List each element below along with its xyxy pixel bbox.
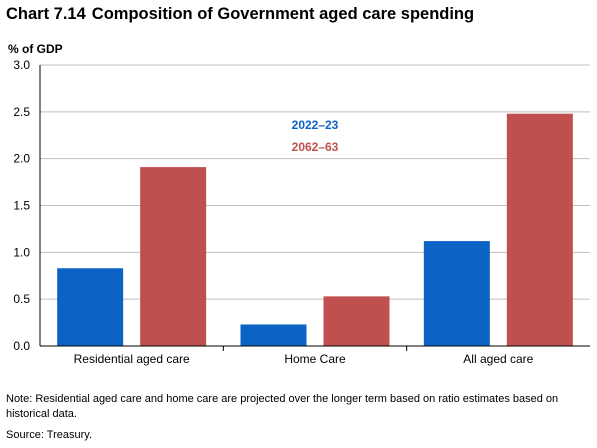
y-tick-label: 1.0 xyxy=(13,245,30,259)
x-tick-labels: Residential aged care Home Care All aged c… xyxy=(74,352,534,366)
legend-item: 2022–23 xyxy=(291,118,339,132)
y-tick-label: 2.0 xyxy=(13,152,30,166)
y-tick-labels: 0.0 0.5 1.0 1.5 2.0 2.5 3.0 xyxy=(13,58,30,353)
y-tick-label: 1.5 xyxy=(13,199,30,213)
y-tick-label: 0.0 xyxy=(13,339,30,353)
y-tick-label: 2.5 xyxy=(13,105,30,119)
bar xyxy=(423,241,490,346)
gridlines xyxy=(40,64,590,300)
x-tick-label: Residential aged care xyxy=(74,352,190,366)
legend-item: 2062–63 xyxy=(291,140,339,154)
y-axis-label: % of GDP xyxy=(8,42,63,56)
chart-title: Chart 7.14 Composition of Government aged… xyxy=(6,5,474,24)
chart-source: Source: Treasury. xyxy=(6,429,92,441)
bars xyxy=(57,113,573,346)
bar xyxy=(57,268,124,346)
x-tick-label: All aged care xyxy=(463,352,533,366)
bar xyxy=(323,296,390,346)
bar xyxy=(506,113,573,346)
bar-chart: 0.0 0.5 1.0 1.5 2.0 2.5 3.0 Residential aged c… xyxy=(13,58,590,366)
chart-number: Chart 7.14 xyxy=(6,5,86,23)
bar xyxy=(140,167,207,346)
y-tick-label: 0.5 xyxy=(13,292,30,306)
chart-title-text: Composition of Government aged care spen… xyxy=(91,5,475,23)
axes xyxy=(39,65,590,351)
y-tick-label: 3.0 xyxy=(13,58,30,72)
chart-note: Note: Residential aged care and home car… xyxy=(6,393,559,420)
x-tick-label: Home Care xyxy=(284,352,346,366)
bar xyxy=(240,324,307,346)
